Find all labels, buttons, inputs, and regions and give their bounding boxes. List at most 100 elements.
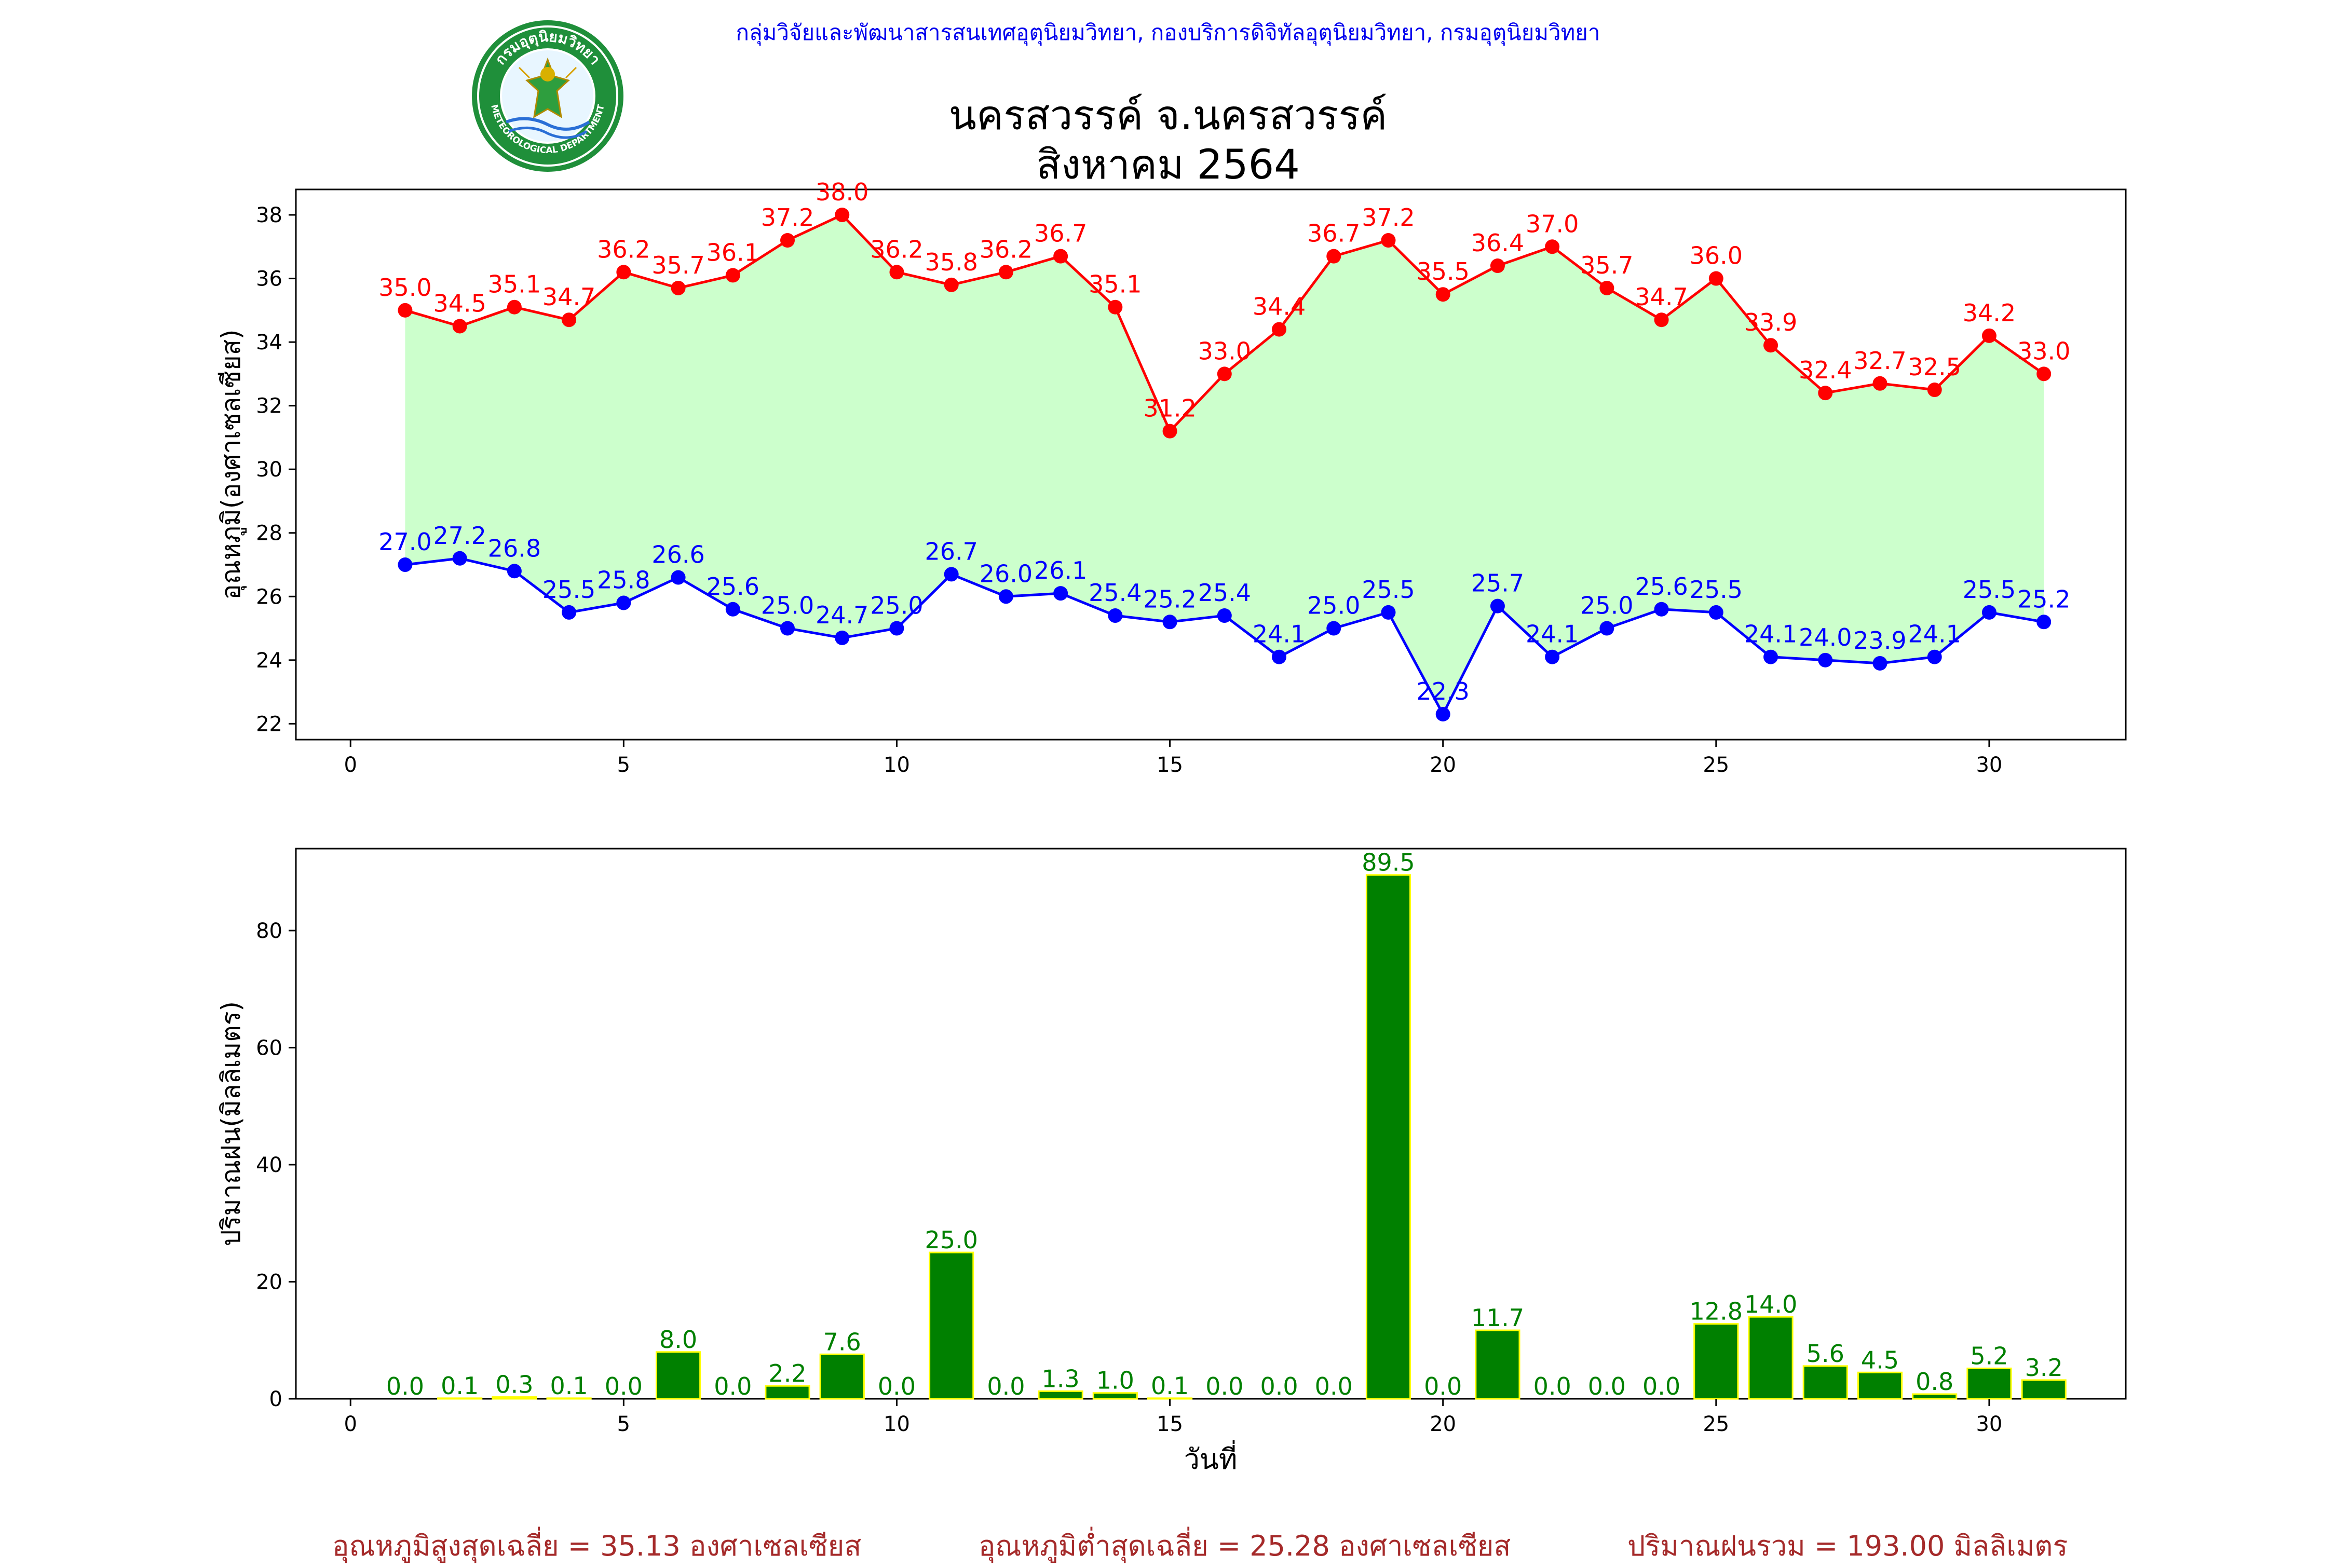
max-temperature-data-label: 34.2 <box>1963 299 2016 327</box>
min-temperature-point <box>1053 586 1068 601</box>
max-temperature-data-label: 36.2 <box>597 235 650 263</box>
min-temperature-point <box>1654 602 1669 617</box>
rainfall-bar <box>1693 1323 1739 1400</box>
min-temperature-point <box>452 551 467 566</box>
rainfall-data-label: 4.5 <box>1861 1346 1899 1374</box>
temperature-y-tick-label: 26 <box>256 585 282 609</box>
max-temperature-data-label: 32.4 <box>1799 356 1852 384</box>
min-temperature-data-label: 24.0 <box>1799 623 1852 651</box>
max-temperature-point <box>398 303 413 318</box>
min-temperature-point <box>2036 615 2052 630</box>
max-temperature-data-label: 36.2 <box>870 235 923 263</box>
min-temperature-point <box>1599 621 1614 636</box>
min-temperature-point <box>944 567 959 582</box>
max-temperature-data-label: 37.0 <box>1526 210 1579 238</box>
temperature-y-tick-label: 28 <box>256 522 282 546</box>
temperature-y-tick-label: 34 <box>256 331 282 354</box>
rainfall-data-label: 12.8 <box>1690 1298 1743 1326</box>
rainfall-data-label: 0.0 <box>1533 1372 1571 1400</box>
max-temperature-point <box>1599 280 1614 295</box>
rainfall-data-label: 1.0 <box>1096 1367 1134 1395</box>
min-temperature-data-label: 24.1 <box>1744 620 1797 648</box>
max-temperature-data-label: 35.1 <box>488 270 541 298</box>
rainfall-bar <box>819 1353 865 1400</box>
max-temperature-data-label: 33.0 <box>2017 337 2070 365</box>
min-temperature-data-label: 22.3 <box>1416 677 1469 705</box>
max-temperature-data-label: 36.2 <box>980 235 1033 263</box>
rainfall-bar <box>1475 1329 1520 1400</box>
max-temperature-point <box>2036 366 2052 381</box>
rainfall-x-tick-label: 20 <box>1430 1412 1456 1436</box>
rainfall-data-label: 14.0 <box>1744 1290 1797 1318</box>
max-temperature-data-label: 33.9 <box>1744 308 1797 336</box>
rainfall-y-tick-label: 80 <box>256 919 282 943</box>
rainfall-x-tick-label: 25 <box>1703 1412 1729 1436</box>
rainfall-data-label: 89.5 <box>1362 849 1415 877</box>
max-temperature-data-label: 34.5 <box>433 289 486 317</box>
meteorological-department-logo: กรมอุตุนิยมวิทยา METEOROLOGICAL DEPARTME… <box>472 20 623 172</box>
rainfall-chart: 0.0 0.1 0.3 0.1 0.0 8.0 0.0 2.2 7.6 0.0 25.0 0.0 1.3… <box>216 848 2127 1476</box>
rainfall-y-tick-label: 60 <box>256 1036 282 1060</box>
max-temperature-data-label: 38.0 <box>816 178 868 206</box>
rainfall-data-label: 0.0 <box>1424 1372 1462 1400</box>
rainfall-x-tick-label: 5 <box>617 1412 630 1436</box>
min-temperature-point <box>1490 598 1505 613</box>
rainfall-data-label: 0.0 <box>1260 1372 1298 1400</box>
rainfall-data-label: 5.2 <box>1970 1342 2008 1370</box>
min-temperature-point <box>1927 649 1942 664</box>
max-temperature-point <box>944 277 959 292</box>
temperature-y-tick-label: 30 <box>256 458 282 482</box>
rainfall-data-label: 2.2 <box>768 1359 806 1387</box>
total-rainfall-stat: ปริมาณฝนรวม = 193.00 มิลลิเมตร <box>1627 1530 2068 1562</box>
max-temperature-point <box>1108 299 1123 315</box>
min-temperature-point <box>1818 652 1833 667</box>
rainfall-data-label: 0.0 <box>878 1372 916 1400</box>
min-temperature-data-label: 25.2 <box>1143 585 1196 613</box>
max-temperature-point <box>1708 271 1723 286</box>
rainfall-data-label: 0.3 <box>495 1371 533 1399</box>
rainfall-bar <box>1912 1393 1958 1400</box>
max-temperature-point <box>1654 312 1669 328</box>
rainfall-data-label: 5.6 <box>1807 1340 1844 1368</box>
max-temperature-data-label: 36.0 <box>1690 242 1743 270</box>
max-temperature-point <box>889 265 904 280</box>
min-temperature-point <box>1763 649 1778 664</box>
min-temperature-data-label: 25.4 <box>1198 579 1251 607</box>
min-temperature-point <box>1381 605 1396 620</box>
rainfall-data-label: 0.0 <box>987 1372 1025 1400</box>
rainfall-x-tick-label: 10 <box>884 1412 910 1436</box>
chart-title-period: สิงหาคม 2564 <box>1036 142 1300 188</box>
temperature-plot-frame <box>295 188 2127 741</box>
max-temperature-data-label: 34.4 <box>1253 293 1306 321</box>
min-temperature-point <box>780 621 795 636</box>
min-temperature-data-label: 26.0 <box>980 560 1033 588</box>
max-temperature-point <box>1927 383 1942 398</box>
max-temperature-point <box>780 233 795 248</box>
max-temperature-point <box>562 312 577 328</box>
temperature-y-tick-label: 32 <box>256 394 282 418</box>
max-temperature-point <box>1053 249 1068 264</box>
min-temperature-data-label: 23.9 <box>1853 626 1906 655</box>
max-temperature-point <box>1545 239 1560 254</box>
min-temperature-data-label: 27.0 <box>378 528 431 556</box>
rainfall-bar <box>546 1397 592 1400</box>
min-temperature-point <box>1326 621 1341 636</box>
min-temperature-point <box>1872 656 1887 671</box>
rainfall-bar <box>2021 1379 2067 1400</box>
rainfall-data-label: 0.0 <box>1205 1372 1243 1400</box>
min-temperature-data-label: 26.1 <box>1034 556 1087 584</box>
max-temperature-point <box>616 265 631 280</box>
max-temperature-data-label: 37.2 <box>1362 203 1415 231</box>
rainfall-data-label: 0.0 <box>1642 1372 1680 1400</box>
rainfall-bar <box>1038 1390 1083 1400</box>
rainfall-x-axis-label: วันที่ <box>1184 1440 1238 1476</box>
min-temperature-point <box>671 570 686 585</box>
min-temperature-data-label: 25.0 <box>1580 592 1633 620</box>
min-temperature-data-label: 24.7 <box>816 601 868 629</box>
max-temperature-point <box>725 268 740 283</box>
temperature-y-tick-label: 22 <box>256 712 282 736</box>
rainfall-bar <box>1092 1392 1138 1400</box>
min-temperature-data-label: 24.1 <box>1908 620 1961 648</box>
max-temperature-point <box>1162 424 1177 439</box>
max-temperature-point <box>507 299 522 315</box>
